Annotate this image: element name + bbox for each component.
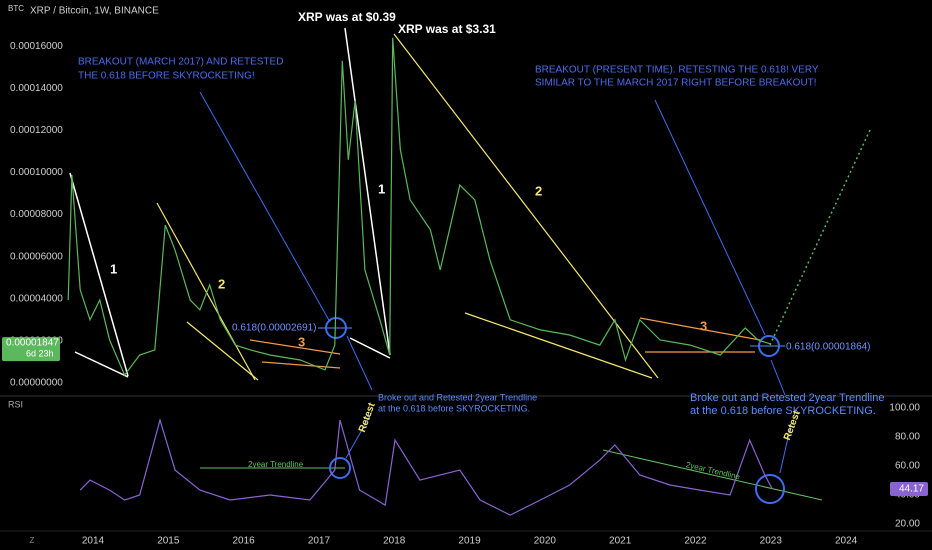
x-tick-label: 2019 [458, 536, 481, 547]
annotation: 0.618(0.00001864) [786, 342, 871, 353]
annotation: 3 [298, 334, 305, 349]
last-value-tag [890, 481, 928, 496]
chart-title: XRP / Bitcoin, 1W, BINANCE [30, 6, 159, 17]
price-line [67, 37, 771, 377]
y-tick-label: 0.00012000 [10, 125, 63, 136]
annotation: BREAKOUT (MARCH 2017) AND RETESTED [78, 57, 283, 68]
annotation: BREAKOUT (PRESENT TIME). RETESTING THE 0… [535, 65, 819, 76]
highlight-circle [755, 474, 785, 504]
logo: Z [30, 536, 35, 545]
annotation: 1 [110, 261, 117, 276]
last-value-label: 0.00001847 [6, 338, 59, 349]
x-tick-label: 2024 [835, 536, 858, 547]
annotation: XRP was at $0.39 [298, 10, 396, 24]
rsi-title: RSI [8, 399, 23, 409]
trendline [346, 335, 373, 391]
trendline [74, 351, 129, 378]
trendline [770, 359, 786, 396]
trendline [602, 449, 823, 501]
x-tick-label: 2018 [383, 536, 406, 547]
trendline [186, 321, 259, 381]
trendline [654, 99, 766, 336]
trendline [249, 339, 341, 355]
x-tick-label: 2015 [157, 536, 180, 547]
annotation: 3 [700, 318, 707, 333]
x-tick-label: 2014 [82, 536, 105, 547]
annotation: THE 0.618 BEFORE SKYROCKETING! [78, 71, 255, 82]
annotation: 1 [378, 181, 385, 196]
last-value-tag [2, 337, 60, 362]
trendline [639, 317, 761, 341]
highlight-circle [758, 335, 780, 357]
y-tick-label: 0.00000000 [10, 378, 63, 389]
trendline [345, 411, 373, 459]
trendline [261, 361, 341, 369]
trendline [156, 202, 256, 381]
trendline [779, 419, 793, 474]
y-tick-label: 80.00 [895, 432, 920, 443]
y-tick-label: 60.00 [895, 461, 920, 472]
countdown: 6d 23h [26, 348, 54, 358]
annotation: 2 [218, 276, 225, 291]
annotation: at the 0.618 before SKYROCKETING. [690, 405, 876, 417]
trendline [69, 172, 129, 377]
annotation: 2 [535, 183, 542, 198]
annotation: 0.618(0.00002691) [232, 323, 317, 334]
y-tick-label: 0.00008000 [10, 209, 63, 220]
annotation: Broke out and Retested 2year Trendline [378, 392, 537, 402]
last-value-label: 44.17 [899, 484, 924, 495]
annotation: SIMILAR TO THE MARCH 2017 RIGHT BEFORE B… [535, 78, 817, 89]
y-tick-label: 100.00 [889, 403, 920, 414]
price-line [79, 417, 773, 516]
y-tick-label: 0.00016000 [10, 41, 63, 52]
y-tick-label: 0.00010000 [10, 167, 63, 178]
highlight-circle [329, 457, 351, 479]
currency: BTC [8, 4, 24, 13]
x-tick-label: 2020 [534, 536, 557, 547]
x-tick-label: 2023 [760, 536, 783, 547]
trendline [199, 91, 331, 323]
annotation: 2year Trendline [248, 460, 304, 469]
y-tick-label: 0.00006000 [10, 251, 63, 262]
x-tick-label: 2016 [233, 536, 256, 547]
annotation: Broke out and Retested 2year Trendline [690, 392, 884, 404]
x-tick-label: 2022 [684, 536, 707, 547]
x-tick-label: 2017 [308, 536, 331, 547]
trendline [344, 27, 391, 356]
trendline [464, 312, 653, 379]
y-tick-label: 0.00014000 [10, 83, 63, 94]
y-tick-label: 0.00004000 [10, 293, 63, 304]
x-tick-label: 2021 [609, 536, 632, 547]
annotation: at the 0.618 before SKYROCKETING. [378, 403, 530, 413]
y-tick-label: 20.00 [895, 519, 920, 530]
annotation: XRP was at $3.31 [398, 22, 496, 36]
trendline [349, 337, 391, 359]
